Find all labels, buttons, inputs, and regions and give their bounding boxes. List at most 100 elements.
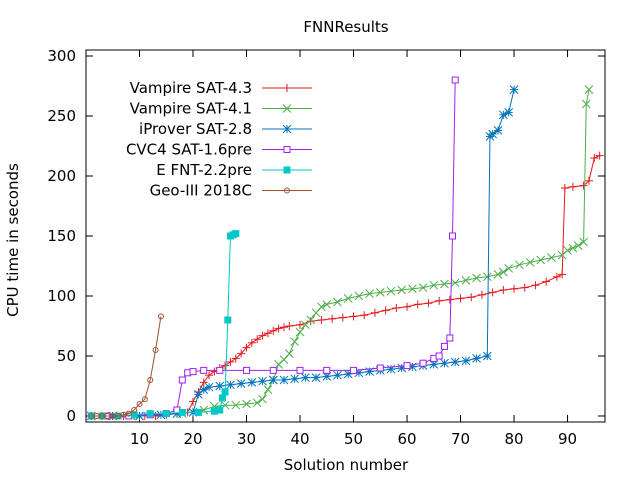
data-point — [375, 288, 385, 297]
data-point — [226, 358, 235, 366]
legend-label: E FNT-2.2pre — [156, 161, 252, 179]
data-point — [328, 314, 337, 323]
data-point — [263, 329, 272, 338]
data-point — [493, 270, 503, 279]
data-point — [370, 308, 379, 317]
y-tick-label: 100 — [47, 287, 76, 305]
data-point — [125, 410, 132, 417]
data-point — [157, 313, 164, 320]
data-point — [285, 322, 294, 330]
data-point — [542, 277, 551, 286]
legend-label: Vampire SAT-4.3 — [130, 79, 252, 97]
data-point — [381, 306, 390, 315]
data-point — [482, 272, 492, 282]
data-point — [317, 302, 326, 312]
data-point — [283, 84, 291, 92]
data-point — [131, 407, 138, 413]
data-point — [243, 366, 251, 374]
data-point — [311, 373, 321, 382]
data-point — [558, 270, 567, 279]
data-point — [218, 394, 226, 402]
data-point — [282, 124, 292, 134]
data-point — [258, 394, 267, 404]
data-point — [301, 373, 310, 382]
data-point — [579, 181, 588, 190]
data-point — [269, 326, 278, 335]
data-point — [194, 408, 202, 416]
data-point — [440, 342, 448, 350]
data-point — [333, 370, 342, 380]
data-point — [573, 241, 583, 250]
data-point — [595, 151, 604, 160]
chart-title: FNNResults — [303, 18, 388, 36]
y-tick-label: 50 — [57, 347, 76, 365]
data-point — [435, 296, 444, 305]
legend-item: E FNT-2.2pre — [156, 161, 312, 179]
data-point — [509, 85, 519, 94]
x-tick-label: 80 — [504, 430, 523, 448]
data-point — [451, 76, 459, 84]
data-point — [510, 284, 519, 293]
data-point — [284, 349, 294, 358]
data-point — [152, 347, 159, 353]
data-point — [440, 279, 449, 289]
data-point — [376, 364, 384, 372]
data-point — [590, 154, 599, 162]
data-point — [252, 398, 262, 408]
data-point — [200, 366, 208, 374]
series-e-fnt-2-2pre — [87, 230, 240, 420]
data-point — [216, 366, 224, 374]
data-point — [472, 273, 481, 283]
data-point — [354, 291, 364, 301]
data-point — [579, 237, 588, 247]
data-point — [552, 272, 561, 281]
data-point — [120, 411, 127, 418]
data-point — [440, 358, 449, 368]
data-point — [525, 258, 535, 267]
data-point — [136, 401, 143, 407]
series-line — [91, 89, 590, 417]
data-point — [563, 246, 572, 255]
data-point — [350, 366, 358, 374]
data-point — [322, 300, 332, 309]
data-point — [488, 129, 497, 139]
data-point — [547, 253, 556, 262]
data-point — [472, 354, 481, 363]
data-point — [456, 294, 465, 303]
legend-item: Geo-III 2018C — [150, 182, 312, 200]
series-line — [91, 233, 237, 417]
data-point — [445, 295, 454, 304]
y-tick-label: 150 — [47, 227, 76, 245]
data-point — [147, 377, 154, 383]
data-point — [178, 408, 186, 416]
data-point — [236, 379, 246, 388]
data-point — [504, 108, 514, 117]
data-point — [269, 366, 277, 374]
data-point — [467, 293, 476, 302]
data-point — [403, 362, 411, 370]
data-point — [189, 397, 198, 406]
data-point — [493, 126, 503, 135]
data-point — [279, 323, 288, 332]
data-point — [515, 260, 524, 270]
x-tick-label: 10 — [130, 430, 149, 448]
data-point — [413, 300, 422, 309]
data-point — [306, 315, 316, 325]
series-line — [91, 316, 162, 417]
data-point — [258, 331, 267, 340]
data-point — [429, 280, 439, 290]
y-tick-label: 250 — [47, 107, 76, 125]
data-point — [231, 354, 240, 363]
data-point — [224, 316, 232, 324]
data-point — [482, 351, 492, 361]
data-point — [392, 304, 401, 312]
data-point — [231, 400, 241, 410]
data-point — [343, 294, 353, 303]
data-point — [461, 276, 471, 285]
data-point — [162, 410, 170, 418]
data-point — [296, 366, 304, 374]
data-point — [403, 302, 412, 311]
data-point — [247, 338, 256, 347]
